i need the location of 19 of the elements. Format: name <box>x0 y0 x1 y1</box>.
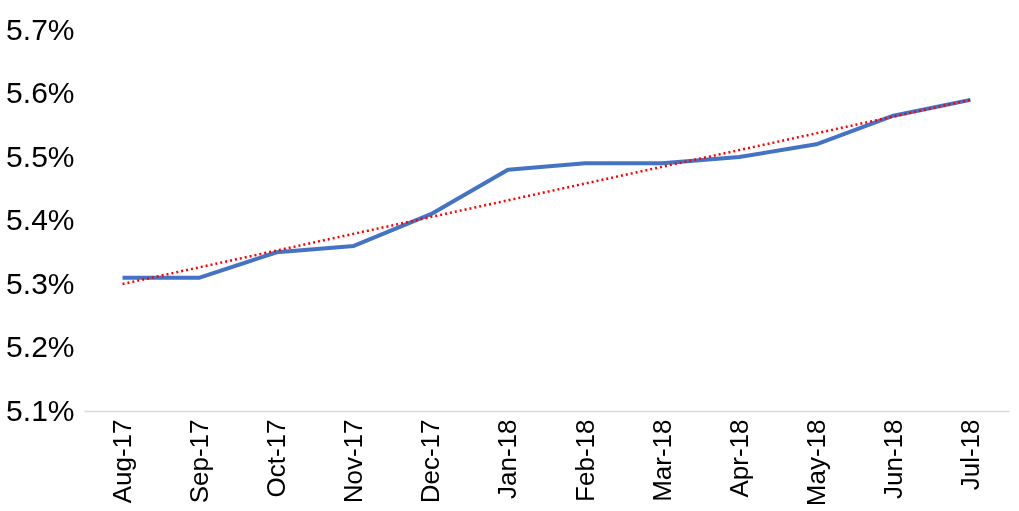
x-tick-label: Apr-18 <box>723 419 754 498</box>
x-tick-label: Oct-17 <box>261 419 292 498</box>
y-tick-label: 5.4% <box>6 203 75 236</box>
y-tick-label: 5.7% <box>6 12 75 46</box>
x-tick-label: Mar-18 <box>646 419 677 502</box>
x-tick-label: Jul-18 <box>954 419 985 491</box>
y-tick-label: 5.6% <box>6 76 75 109</box>
y-tick-label: 5.2% <box>6 330 75 363</box>
x-tick-label: Nov-17 <box>338 419 369 504</box>
y-tick-label: 5.1% <box>6 393 75 427</box>
y-tick-label: 5.3% <box>6 266 75 300</box>
x-tick-label: Jan-18 <box>492 419 523 499</box>
x-tick-label: Feb-18 <box>569 419 600 502</box>
x-tick-label: Jun-18 <box>877 419 908 499</box>
x-tick-label: Aug-17 <box>107 419 138 504</box>
y-tick-label: 5.5% <box>6 139 75 173</box>
x-tick-label: Dec-17 <box>415 419 446 504</box>
x-tick-label: Sep-17 <box>184 419 215 504</box>
x-tick-label: May-18 <box>800 419 831 507</box>
